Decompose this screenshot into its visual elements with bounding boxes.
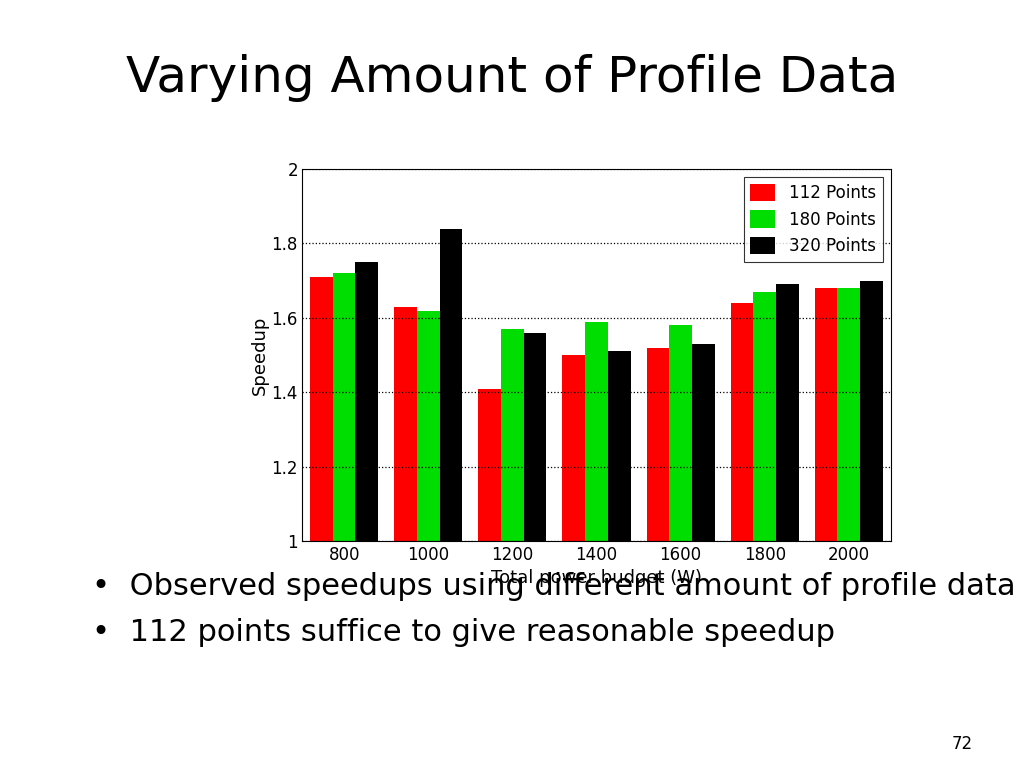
- Bar: [585, 322, 608, 768]
- Text: •  112 points suffice to give reasonable speedup: • 112 points suffice to give reasonable …: [92, 618, 836, 647]
- Y-axis label: Speedup: Speedup: [251, 316, 268, 395]
- Legend: 112 Points, 180 Points, 320 Points: 112 Points, 180 Points, 320 Points: [743, 177, 883, 262]
- Bar: [562, 356, 585, 768]
- Text: 72: 72: [951, 735, 973, 753]
- Text: •  Observed speedups using different amount of profile data: • Observed speedups using different amou…: [92, 572, 1016, 601]
- Bar: [310, 277, 333, 768]
- Bar: [731, 303, 754, 768]
- Bar: [608, 352, 631, 768]
- X-axis label: Total power budget (W): Total power budget (W): [490, 569, 702, 588]
- Bar: [646, 348, 670, 768]
- Bar: [523, 333, 547, 768]
- Bar: [692, 344, 715, 768]
- Bar: [478, 389, 501, 768]
- Bar: [860, 281, 883, 768]
- Bar: [815, 288, 838, 768]
- Bar: [776, 284, 799, 768]
- Text: Varying Amount of Profile Data: Varying Amount of Profile Data: [126, 54, 898, 102]
- Bar: [439, 229, 462, 768]
- Bar: [754, 292, 776, 768]
- Bar: [355, 262, 378, 768]
- Bar: [394, 306, 417, 768]
- Bar: [333, 273, 355, 768]
- Bar: [838, 288, 860, 768]
- Bar: [670, 326, 692, 768]
- Bar: [417, 310, 439, 768]
- Bar: [501, 329, 523, 768]
